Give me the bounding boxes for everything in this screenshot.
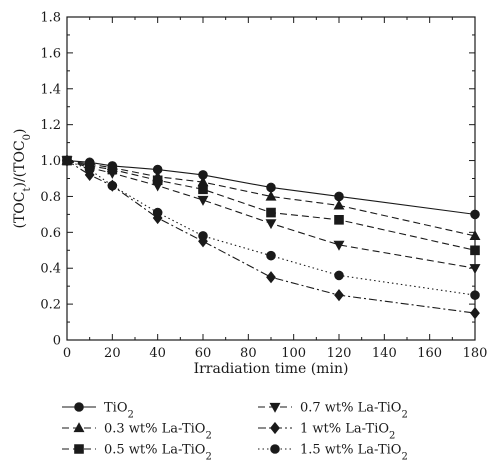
legend-marker [269, 402, 281, 413]
data-point [152, 181, 164, 192]
x-tick-label: 100 [281, 346, 306, 361]
y-tick-label: 0.4 [40, 262, 61, 277]
data-point [470, 306, 480, 320]
legend-item: 1 wt% La-TiO2 [258, 421, 395, 442]
data-point [197, 195, 209, 206]
y-tick-label: 1.8 [40, 11, 61, 26]
data-point [265, 219, 277, 230]
data-point [107, 180, 118, 191]
series-3 [62, 155, 480, 256]
axis-labels: Irradiation time (min) (TOCt)/(TOC0) [12, 128, 348, 377]
y-tick-label: 0.8 [40, 190, 61, 205]
series-line [66, 160, 476, 314]
x-axis-label: Irradiation time (min) [194, 361, 349, 377]
x-tick-label: 160 [417, 346, 442, 361]
legend-marker [74, 444, 84, 454]
data-series [61, 154, 481, 320]
y-tick-label: 1.6 [40, 46, 61, 61]
x-tick-label: 140 [372, 346, 397, 361]
x-tick-label: 120 [327, 346, 352, 361]
y-tick-label: 0 [53, 334, 61, 349]
data-point [84, 164, 95, 175]
legend-marker [74, 402, 84, 412]
legend-label: 1 wt% La-TiO2 [300, 422, 395, 442]
legend-marker [73, 422, 85, 433]
data-point [470, 290, 480, 300]
data-point [198, 231, 208, 241]
plot-area [66, 16, 476, 341]
data-point [62, 155, 72, 166]
data-point [334, 191, 344, 202]
x-tick-label: 20 [104, 346, 121, 361]
legend-item: 0.7 wt% La-TiO2 [258, 401, 408, 421]
data-point [152, 207, 163, 218]
data-point [333, 199, 345, 210]
legend-item: 1.5 wt% La-TiO2 [258, 443, 408, 463]
data-point [266, 250, 276, 261]
data-point [266, 271, 276, 284]
data-point [106, 168, 118, 179]
series-6 [62, 155, 480, 300]
data-point [334, 289, 344, 302]
x-tick-label: 40 [149, 346, 166, 361]
data-point [265, 190, 277, 201]
y-tick-label: 1.4 [40, 82, 61, 97]
y-tick-label: 0.2 [40, 298, 61, 313]
data-point [334, 270, 344, 281]
legend-marker [270, 421, 280, 435]
y-tick-label: 1.0 [40, 154, 61, 169]
x-tick-label: 0 [63, 346, 71, 361]
legend-item: 0.5 wt% La-TiO2 [62, 443, 212, 463]
x-tick-label: 180 [463, 346, 488, 361]
axis-ticks: 0 20 40 60 80 100 120 140 160 180 0 0.2 0.4 0.6 0.8 1.0… [40, 11, 487, 362]
data-point [469, 230, 481, 241]
series-line [66, 160, 476, 251]
legend-label: 1.5 wt% La-TiO2 [300, 443, 408, 463]
data-point [470, 245, 480, 256]
y-tick-label: 0.6 [40, 226, 61, 241]
legend-label: 0.3 wt% La-TiO2 [104, 422, 212, 442]
y-axis-label: (TOCt)/(TOC0) [12, 128, 33, 228]
x-tick-label: 60 [195, 346, 212, 361]
legend-item: 0.3 wt% La-TiO2 [62, 422, 212, 442]
x-tick-label: 80 [240, 346, 257, 361]
y-tick-label: 1.2 [40, 118, 61, 133]
data-point [333, 240, 345, 251]
series-5 [62, 154, 480, 320]
legend-marker [270, 444, 280, 454]
data-point [334, 214, 344, 225]
plot-frame [66, 16, 476, 341]
data-point [198, 184, 208, 195]
legend-label: 0.7 wt% La-TiO2 [300, 401, 408, 421]
data-point [266, 182, 276, 193]
data-point [470, 209, 480, 220]
legend-label: TiO2 [104, 401, 134, 421]
legend-label: 0.5 wt% La-TiO2 [104, 443, 212, 463]
data-point [266, 207, 276, 218]
data-point [469, 264, 481, 275]
legend-item: TiO2 [62, 401, 134, 421]
